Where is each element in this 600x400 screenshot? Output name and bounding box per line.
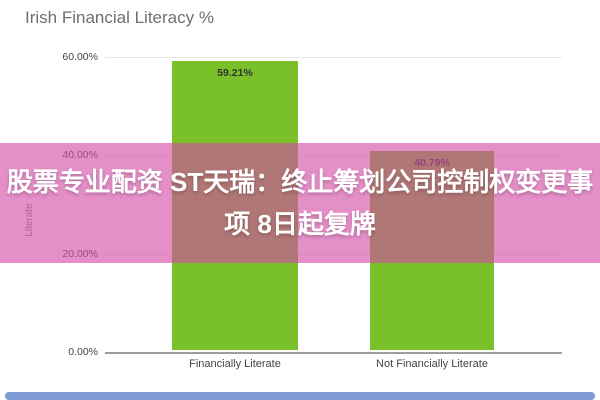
bar-value-label: 59.21%: [217, 66, 253, 79]
news-headline-line-2[interactable]: 项 8日起复牌: [224, 209, 376, 239]
x-axis-line: [105, 352, 562, 354]
news-overlay-banner[interactable]: 股票专业配资 ST天瑞：终止筹划公司控制权变更事 项 8日起复牌: [0, 143, 600, 263]
y-tick-label: 60.00%: [62, 51, 98, 63]
x-axis-category-label: Not Financially Literate: [376, 358, 488, 370]
horizontal-scrollbar[interactable]: [5, 392, 595, 400]
x-axis-category-label: Financially Literate: [189, 358, 281, 370]
news-headline-line-1[interactable]: 股票专业配资 ST天瑞：终止筹划公司控制权变更事: [6, 167, 594, 197]
chart-title: Irish Financial Literacy %: [25, 8, 214, 27]
y-tick-label: 0.00%: [68, 346, 98, 358]
gridline: [105, 57, 562, 58]
